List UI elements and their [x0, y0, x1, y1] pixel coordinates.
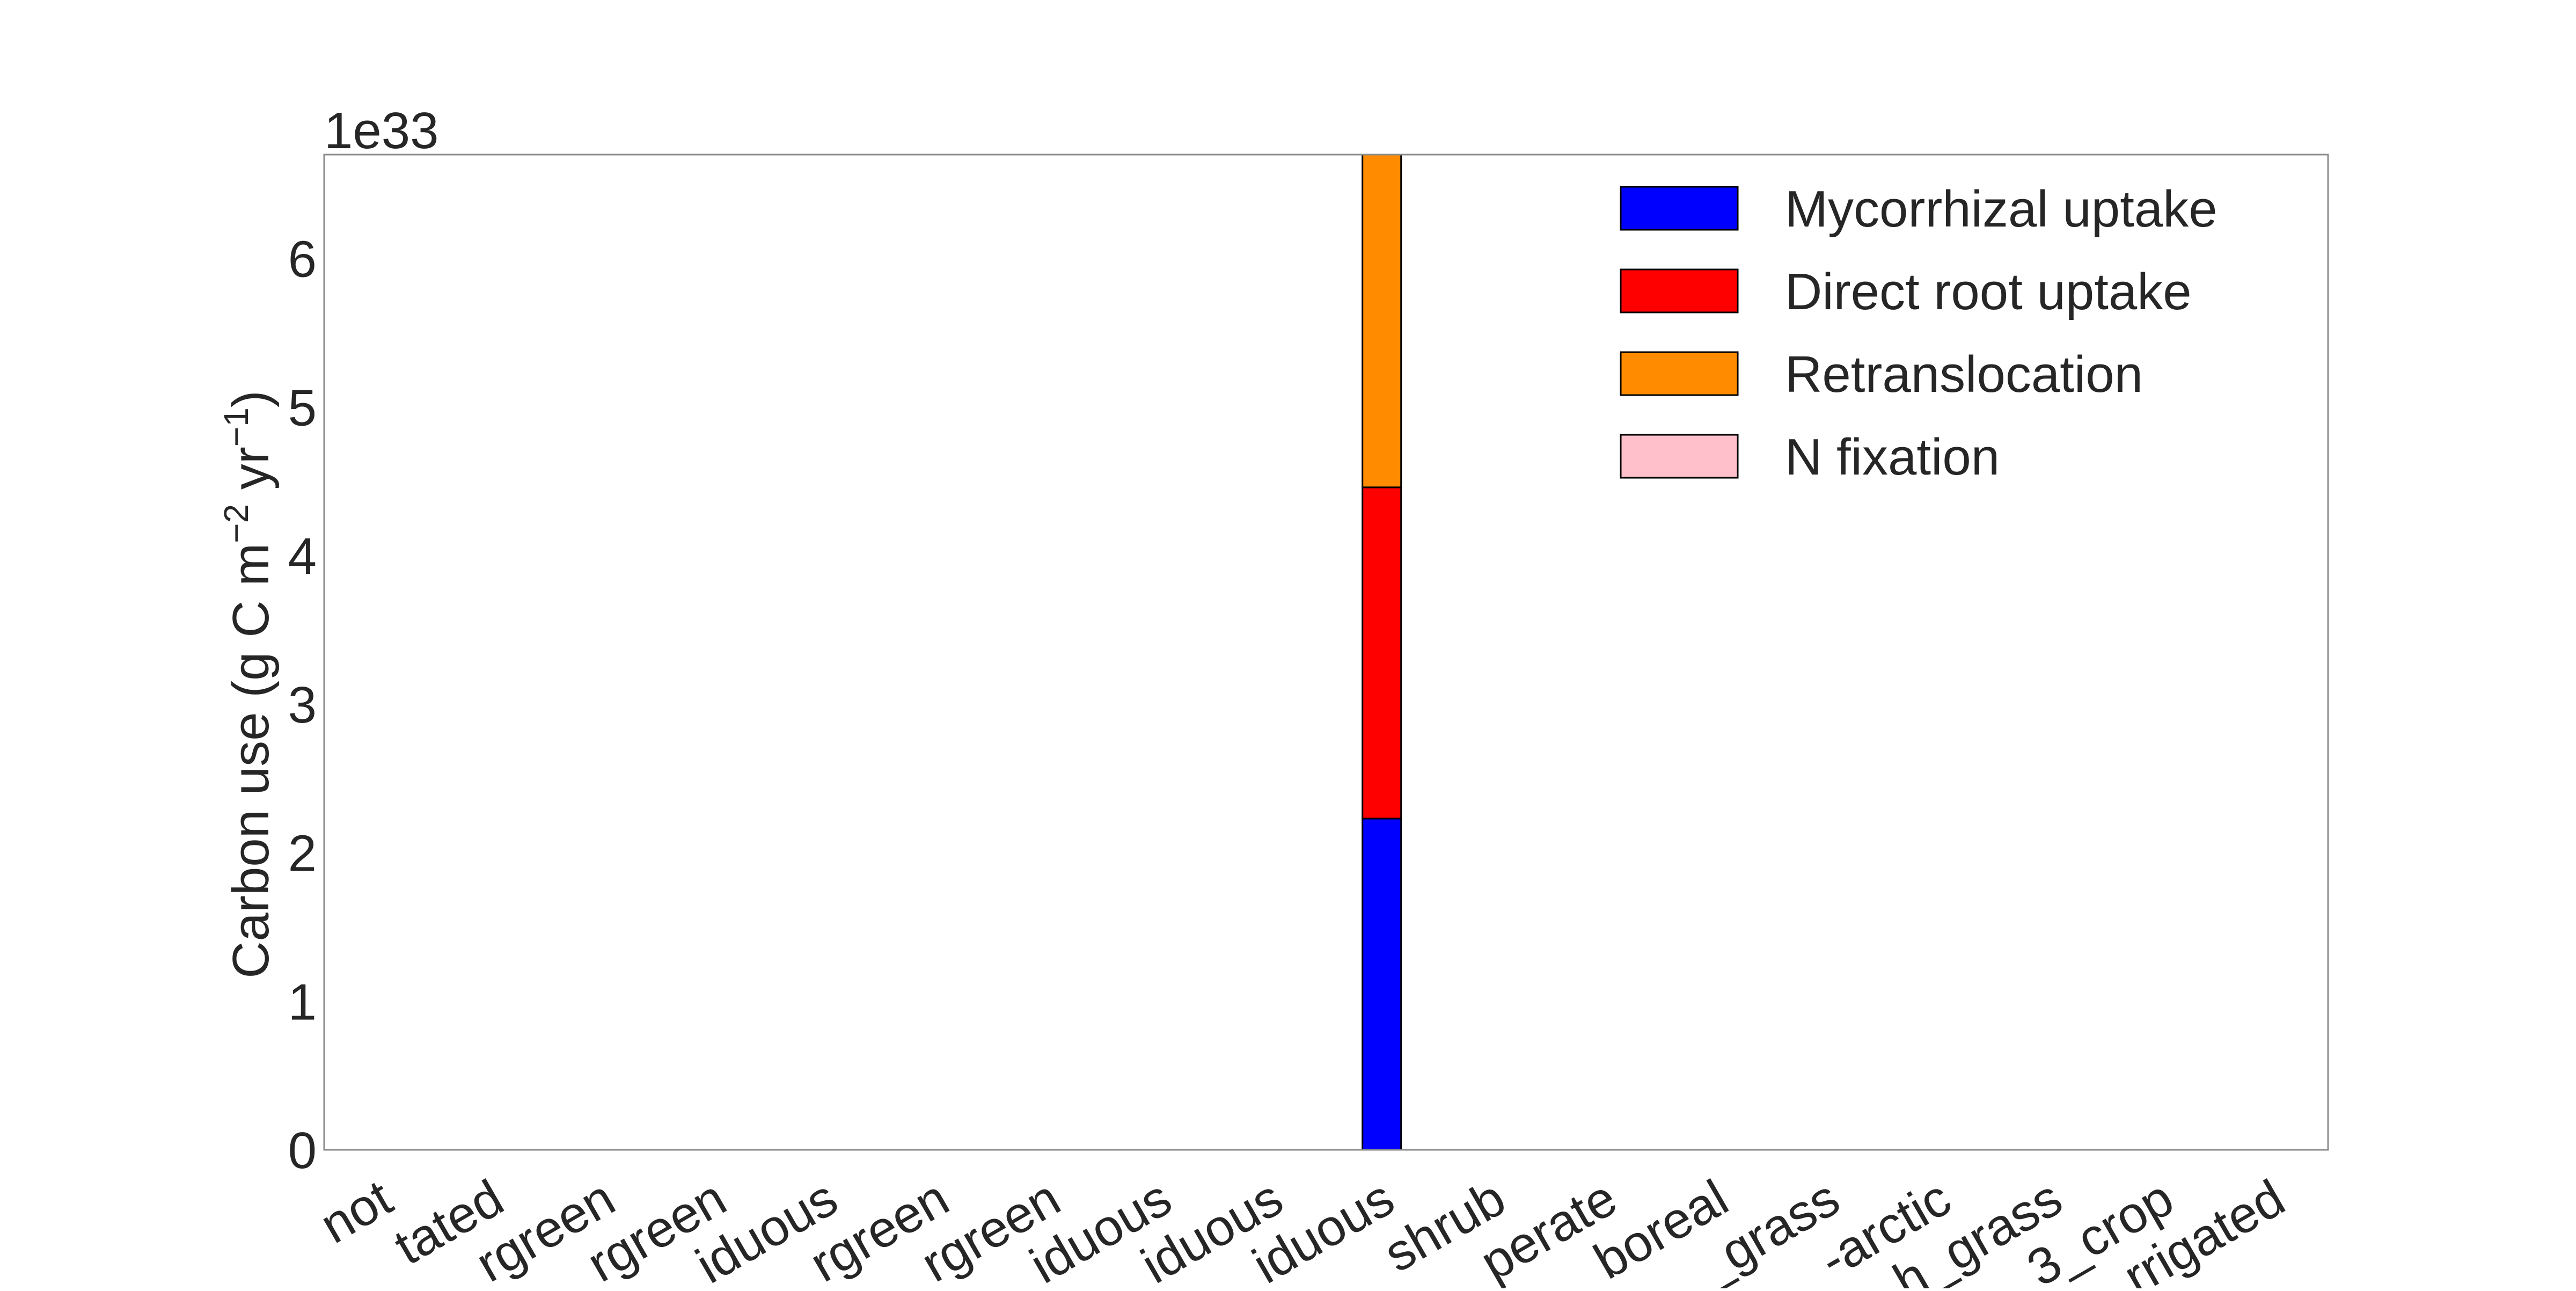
y-tick-label-4: 4	[288, 528, 317, 585]
legend-swatch-2	[1620, 268, 1739, 313]
y-axis-label: Carbon use (g C m−2 yr−1)	[217, 390, 280, 979]
legend-label-2: Direct root uptake	[1785, 263, 2192, 320]
y-axis-label-end: )	[222, 390, 280, 407]
x-tick-label-0: not	[311, 1169, 401, 1254]
y-axis: 0 1 2 3 4 5 6	[288, 231, 317, 1179]
y-tick-label-3: 3	[288, 676, 317, 734]
y-axis-label-mid: yr	[222, 447, 280, 504]
plot-area-frame	[323, 154, 2329, 1151]
y-tick-label-6: 6	[288, 231, 317, 288]
legend-swatch-1	[1620, 186, 1739, 231]
x-axis: nottatedrgreenrgreeniduousrgreenrgreenid…	[311, 1169, 2294, 1291]
y-axis-label-sup1: −2	[217, 504, 255, 543]
y-axis-label-sup2: −1	[217, 407, 255, 447]
legend-label-3: Retranslocation	[1785, 346, 2143, 403]
y-tick-label-2: 2	[288, 825, 317, 882]
legend: Mycorrhizal uptake Direct root uptake Retr…	[1620, 180, 2218, 486]
legend-label-4: N fixation	[1785, 428, 2000, 486]
y-tick-label-1: 1	[288, 973, 317, 1031]
y-axis-label-main: Carbon use (g C m	[222, 543, 280, 979]
y-offset-label: 1e33	[324, 102, 439, 159]
legend-label-1: Mycorrhizal uptake	[1785, 180, 2218, 238]
y-tick-label-0: 0	[288, 1122, 317, 1179]
legend-swatch-4	[1620, 434, 1739, 479]
bar-2-10	[1362, 486, 1402, 820]
bar-1-10	[1362, 818, 1402, 1151]
bar-3-10	[1362, 154, 1402, 488]
legend-swatch-3	[1620, 351, 1739, 396]
y-tick-label-5: 5	[288, 379, 317, 436]
